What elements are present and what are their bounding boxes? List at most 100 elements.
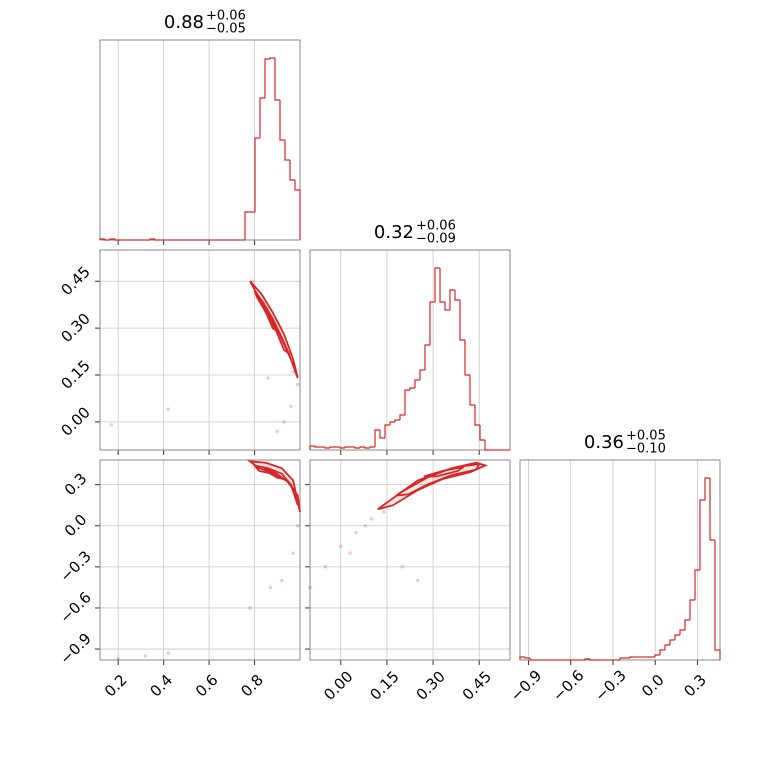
panel-frame <box>309 459 511 661</box>
histogram-step <box>374 429 380 447</box>
sample-point <box>291 551 295 555</box>
x-tick-label: 0.30 <box>413 667 449 703</box>
sample-point <box>109 423 114 427</box>
y-tick-label: 0.15 <box>57 356 93 392</box>
histogram-step <box>314 446 320 448</box>
y-tick-label: 0.30 <box>57 310 93 346</box>
x-tick-label: 0.8 <box>237 671 267 701</box>
histogram-step <box>524 657 530 659</box>
histogram-step <box>669 639 675 645</box>
histogram-step <box>619 657 625 660</box>
sample-point <box>295 523 300 528</box>
sample-point <box>282 420 286 424</box>
sample-point <box>248 606 252 610</box>
histogram-step <box>454 290 460 301</box>
histogram-step <box>659 649 665 655</box>
histogram-step <box>694 569 700 600</box>
histogram-step <box>369 446 375 448</box>
contour <box>249 280 299 379</box>
sample-point <box>369 517 374 521</box>
x-tick-label: 0.15 <box>366 667 402 703</box>
histogram-step <box>284 140 290 161</box>
x-tick-label: 0.0 <box>638 671 668 701</box>
histogram-step <box>274 58 280 101</box>
histogram-step <box>629 656 635 658</box>
x-tick-label: −0.3 <box>591 666 629 704</box>
histogram-step <box>709 478 715 541</box>
histogram-step <box>464 340 470 376</box>
x-tick-label: 0.4 <box>146 671 176 701</box>
y-tick-label: −0.3 <box>56 547 94 585</box>
histogram-step <box>424 344 430 370</box>
histogram-step <box>654 654 660 657</box>
sample-point <box>266 376 270 380</box>
histogram-step <box>324 447 330 449</box>
histogram-step <box>264 58 270 98</box>
panel-frame <box>519 459 721 661</box>
histogram-step <box>364 447 370 449</box>
sample-point <box>400 565 405 569</box>
contour <box>377 461 488 511</box>
sample-point <box>166 407 170 412</box>
histogram-step <box>584 658 590 660</box>
histogram-step <box>384 424 390 438</box>
sample-point <box>338 544 343 549</box>
histogram-step <box>149 238 155 240</box>
histogram-step <box>674 634 680 640</box>
histogram-step <box>279 100 285 141</box>
y-tick-label: −0.9 <box>56 629 94 667</box>
histogram-step <box>259 97 265 138</box>
histogram-step <box>404 389 410 415</box>
histogram-step <box>309 445 315 450</box>
title-lower: −0.09 <box>416 232 456 247</box>
histogram-step <box>294 180 301 240</box>
title-value: 0.32 <box>374 222 414 243</box>
histogram-step <box>479 425 485 441</box>
sample-point <box>280 578 284 583</box>
histogram-step <box>664 644 670 650</box>
histogram-step <box>469 375 475 406</box>
contour <box>263 467 285 481</box>
sample-point <box>354 530 358 535</box>
x-tick-label: 0.45 <box>459 667 495 703</box>
histogram-step <box>429 301 435 345</box>
title-upper: +0.06 <box>416 219 456 234</box>
sample-point <box>308 585 312 590</box>
x-tick-label: −0.6 <box>549 666 587 704</box>
sample-point <box>295 382 300 387</box>
panel-frame <box>99 39 301 241</box>
histogram-step <box>254 137 260 212</box>
histogram-step <box>354 447 360 449</box>
histogram-step <box>589 659 595 661</box>
histogram-step <box>419 369 425 380</box>
x-tick-label: 0.3 <box>680 671 710 701</box>
panel-frame <box>99 459 301 661</box>
panel-frame <box>309 249 511 451</box>
sample-point <box>291 370 295 374</box>
histogram-step <box>449 289 455 310</box>
histogram-step <box>339 447 345 449</box>
sample-point <box>166 651 170 655</box>
contour <box>252 464 299 506</box>
histogram-step <box>399 414 405 420</box>
title-upper: +0.05 <box>626 429 666 444</box>
sample-point <box>143 654 148 658</box>
histogram-step <box>99 238 105 240</box>
histogram-step <box>444 302 450 311</box>
histogram-step <box>434 267 440 302</box>
title-value: 0.88 <box>164 12 204 33</box>
histogram-step <box>389 421 395 425</box>
histogram-step <box>439 268 445 303</box>
histogram-step <box>379 430 385 439</box>
title-value: 0.36 <box>584 432 624 453</box>
sample-point <box>275 429 280 434</box>
contour <box>260 302 279 332</box>
histogram-step <box>529 658 535 661</box>
histogram-step <box>359 446 365 448</box>
y-tick-label: 0.0 <box>61 511 91 541</box>
histogram-step <box>344 446 350 448</box>
title-upper: +0.06 <box>206 9 246 24</box>
histogram-step <box>154 239 160 241</box>
title-lower: −0.05 <box>206 22 246 37</box>
